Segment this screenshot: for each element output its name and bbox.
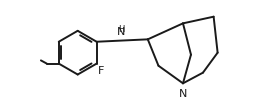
- Text: N: N: [179, 89, 187, 99]
- Text: N: N: [117, 27, 125, 37]
- Text: H: H: [118, 25, 124, 34]
- Text: F: F: [98, 66, 104, 76]
